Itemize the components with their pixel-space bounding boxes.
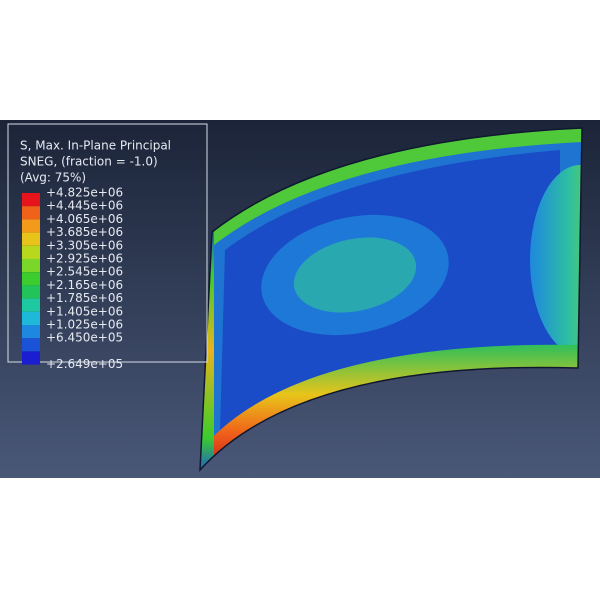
legend-title: SNEG, (fraction = -1.0) xyxy=(20,155,158,169)
legend-label: +6.450e+05 xyxy=(46,331,123,345)
legend-label: +3.685e+06 xyxy=(46,225,123,239)
legend-label: +1.785e+06 xyxy=(46,291,123,305)
legend-swatch xyxy=(22,298,40,312)
legend-label: +3.305e+06 xyxy=(46,238,123,252)
legend-swatch xyxy=(22,325,40,339)
legend-swatch xyxy=(22,259,40,273)
legend-swatch xyxy=(22,245,40,259)
legend-label: +2.165e+06 xyxy=(46,278,123,292)
legend-label: +2.649e+05 xyxy=(46,357,123,371)
legend-box xyxy=(7,123,208,363)
legend-label: +1.025e+06 xyxy=(46,318,123,332)
legend-swatch xyxy=(22,311,40,325)
legend-swatch xyxy=(22,219,40,233)
legend-swatch xyxy=(22,351,40,365)
legend-swatch xyxy=(22,206,40,220)
legend-label: +4.065e+06 xyxy=(46,212,123,226)
legend-swatch xyxy=(22,193,40,207)
legend-swatch xyxy=(22,232,40,246)
legend: S, Max. In-Plane Principal SNEG, (fractio… xyxy=(20,139,171,372)
legend-swatch xyxy=(22,285,40,299)
legend-title: S, Max. In-Plane Principal xyxy=(20,139,171,153)
legend-swatch xyxy=(22,272,40,286)
legend-label: +1.405e+06 xyxy=(46,304,123,318)
legend-label: +2.545e+06 xyxy=(46,265,123,279)
legend-swatch xyxy=(22,338,40,352)
legend-label: +4.445e+06 xyxy=(46,199,123,213)
legend-label: +4.825e+06 xyxy=(46,186,123,200)
legend-label: +2.925e+06 xyxy=(46,252,123,266)
legend-title: (Avg: 75%) xyxy=(20,171,86,185)
